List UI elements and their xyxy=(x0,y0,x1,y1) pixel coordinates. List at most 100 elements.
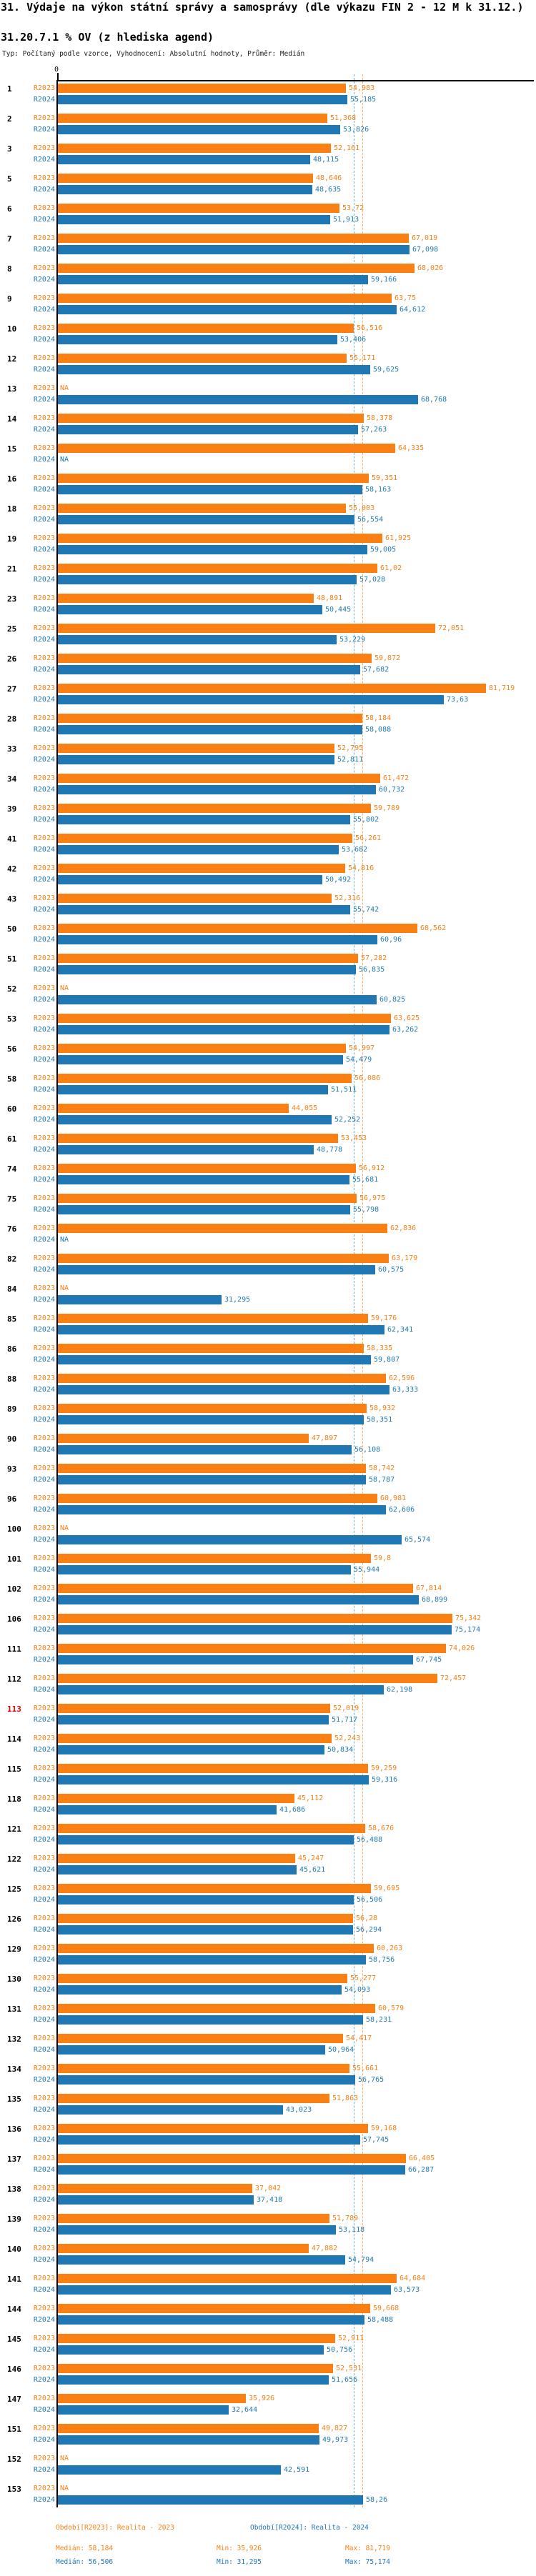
series-label-r2024: R2024 xyxy=(33,1626,55,1634)
series-label-r2023: R2023 xyxy=(33,1164,55,1172)
group-number: 82 xyxy=(7,1254,17,1264)
bar-value-r2023: 62,836 xyxy=(390,1224,417,1232)
bar-r2023 xyxy=(58,924,417,933)
bar-value-r2024: 73,63 xyxy=(447,696,469,704)
group-number: 50 xyxy=(7,924,17,934)
bar-r2023 xyxy=(58,654,372,663)
bar-r2023 xyxy=(58,954,358,963)
bar-r2024 xyxy=(58,1265,375,1274)
bar-r2024 xyxy=(58,365,370,374)
bar-r2023 xyxy=(58,144,331,153)
bar-value-r2024: 50,445 xyxy=(325,606,352,614)
bar-value-r2024: 58,488 xyxy=(367,2316,394,2324)
bar-r2023 xyxy=(58,204,339,213)
bar-r2024 xyxy=(58,575,357,584)
group-number: 18 xyxy=(7,504,17,514)
bar-r2023 xyxy=(58,714,362,723)
bar-r2023 xyxy=(58,2214,329,2223)
series-label-r2024: R2024 xyxy=(33,246,55,254)
group-number: 129 xyxy=(7,1945,21,1954)
bar-r2024 xyxy=(58,1145,314,1154)
bar-r2023 xyxy=(58,174,313,183)
bar-value-r2023: 62,596 xyxy=(389,1374,415,1382)
bar-r2024 xyxy=(58,2345,324,2355)
bar-value-r2024: 50,964 xyxy=(328,2046,354,2054)
bar-r2024 xyxy=(58,1955,366,1965)
series-label-r2024: R2024 xyxy=(33,666,55,674)
group-number: 27 xyxy=(7,684,17,694)
bar-r2023 xyxy=(58,1644,446,1653)
bar-value-r2023: 52,243 xyxy=(334,1734,361,1742)
bar-value-r2024: 56,488 xyxy=(357,1836,383,1844)
bar-r2024 xyxy=(58,1415,364,1424)
series-label-r2023: R2023 xyxy=(33,864,55,872)
bar-value-r2023: 51,863 xyxy=(332,2095,359,2102)
bar-value-r2023: 72,051 xyxy=(438,624,465,632)
series-label-r2023: R2023 xyxy=(33,2065,55,2072)
series-label-r2024: R2024 xyxy=(33,1206,55,1214)
bar-value-r2024: 59,316 xyxy=(372,1776,398,1784)
series-label-r2024: R2024 xyxy=(33,186,55,194)
series-label-r2024: R2024 xyxy=(33,2346,55,2354)
series-label-r2024: R2024 xyxy=(33,156,55,164)
series-label-r2023: R2023 xyxy=(33,1464,55,1472)
bar-r2023 xyxy=(58,1404,367,1413)
series-label-r2023: R2023 xyxy=(33,924,55,932)
series-label-r2023: R2023 xyxy=(33,2275,55,2282)
series-label-r2024: R2024 xyxy=(33,1056,55,1064)
bar-value-r2024: 56,294 xyxy=(356,1926,382,1934)
group-number: 1 xyxy=(7,84,12,94)
bar-value-r2023: 44,055 xyxy=(292,1104,318,1112)
series-label-r2024: R2024 xyxy=(33,1566,55,1574)
bar-value-r2024: 58,756 xyxy=(369,1956,395,1964)
group-number: 132 xyxy=(7,2035,21,2044)
group-number: 26 xyxy=(7,654,17,664)
series-label-r2024: R2024 xyxy=(33,2166,55,2174)
group-number: 75 xyxy=(7,1194,17,1204)
series-label-r2024: R2024 xyxy=(33,1806,55,1814)
series-label-r2024: R2024 xyxy=(33,2316,55,2324)
bar-r2024 xyxy=(58,1205,350,1214)
bar-value-r2023: 67,814 xyxy=(416,1584,442,1592)
group-number: 113 xyxy=(7,1704,21,1714)
series-label-r2024: R2024 xyxy=(33,336,55,344)
series-label-r2024: R2024 xyxy=(33,1746,55,1754)
series-label-r2023: R2023 xyxy=(33,744,55,752)
bar-value-r2023: 59,695 xyxy=(374,1884,400,1892)
bar-value-r2023: 81,719 xyxy=(489,684,515,692)
legend-min-r2023: Min: 35,926 xyxy=(217,2545,262,2552)
bar-value-r2023: 55,277 xyxy=(350,1975,377,1982)
series-label-r2024: R2024 xyxy=(33,1656,55,1664)
bar-r2024 xyxy=(58,2495,363,2505)
group-number: 125 xyxy=(7,1884,21,1894)
bar-r2024 xyxy=(58,965,356,974)
bar-r2023 xyxy=(58,2274,397,2283)
bar-value-r2024: 48,115 xyxy=(313,156,339,164)
bar-value-r2024: 56,765 xyxy=(358,2076,384,2084)
series-label-r2024: R2024 xyxy=(33,2466,55,2474)
group-number: 41 xyxy=(7,834,17,844)
bar-value-r2023: 72,457 xyxy=(440,1674,467,1682)
series-label-r2024: R2024 xyxy=(33,1386,55,1394)
series-label-r2024: R2024 xyxy=(33,1836,55,1844)
bar-r2024 xyxy=(58,1745,324,1754)
series-label-r2024: R2024 xyxy=(33,1296,55,1304)
series-label-r2024: R2024 xyxy=(33,756,55,764)
series-label-r2023: R2023 xyxy=(33,1014,55,1022)
group-number: 146 xyxy=(7,2365,21,2374)
bar-value-r2023: 64,684 xyxy=(399,2275,426,2282)
bar-value-r2024: 62,198 xyxy=(387,1686,413,1694)
bar-r2023 xyxy=(58,1224,387,1233)
bar-value-r2023: 56,28 xyxy=(356,1914,378,1922)
series-label-r2024: R2024 xyxy=(33,1326,55,1334)
series-label-r2023: R2023 xyxy=(33,504,55,512)
legend-max-r2024: Max: 75,174 xyxy=(345,2558,390,2566)
bar-value-r2023: 54,816 xyxy=(348,864,374,872)
bar-value-r2024: 51,656 xyxy=(332,2376,358,2384)
series-label-r2023: R2023 xyxy=(33,1524,55,1532)
bar-value-r2024: 53,826 xyxy=(343,126,369,134)
bar-r2024 xyxy=(58,2255,345,2265)
bar-value-r2024: 48,778 xyxy=(317,1146,343,1154)
series-label-r2023: R2023 xyxy=(33,324,55,332)
bar-value-r2024: 67,745 xyxy=(416,1656,442,1664)
